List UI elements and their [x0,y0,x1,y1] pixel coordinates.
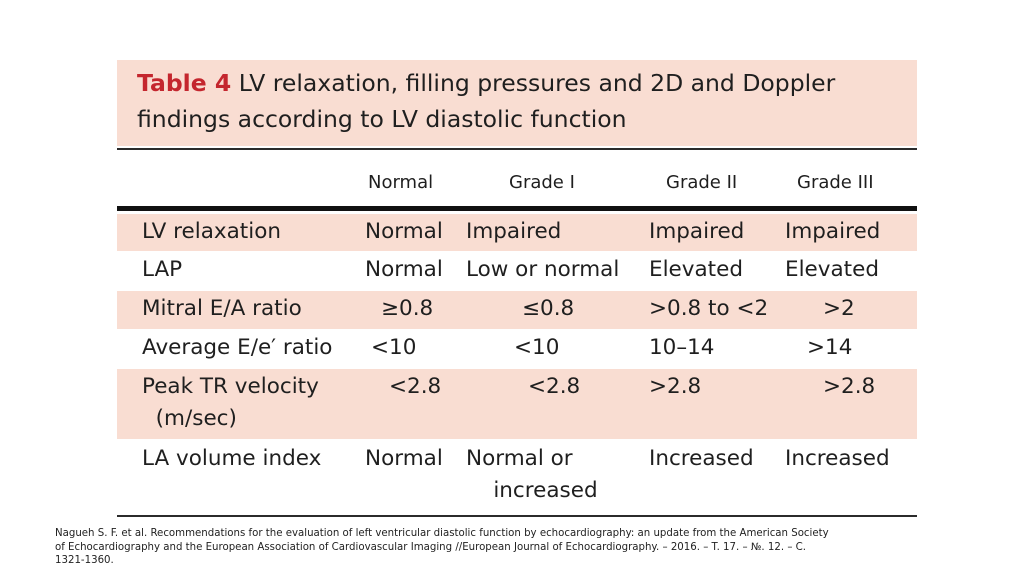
cell-grade-3: Impaired [785,219,881,244]
cell-grade-2: >0.8 to <2 [649,296,769,321]
col-header-grade-2: Grade II [666,172,738,193]
cell-grade-2: Elevated [649,257,743,282]
cell-grade-2: Increased [649,446,754,471]
cell-normal: <2.8 [389,374,442,399]
cell-normal: Normal [365,446,443,471]
cell-grade-3: Increased [785,446,890,471]
cell-grade-2: 10–14 [649,335,715,360]
row-shading [117,291,917,329]
col-header-grade-1: Grade I [509,172,575,193]
cell-normal: Normal [365,257,443,282]
cell-grade-3: >14 [807,335,853,360]
cell-grade-1: Normal or increased [466,446,598,503]
citation-text: Nagueh S. F. et al. Recommendations for … [55,528,829,566]
row-label: LA volume index [142,446,322,471]
row-label: LV relaxation [142,219,281,244]
row-label: Mitral E/A ratio [142,296,302,321]
cell-grade-1: <10 [514,335,560,360]
cell-grade-2: Impaired [649,219,745,244]
row-label: LAP [142,257,183,282]
table-label: Table 4 [137,69,232,97]
row-shading [117,214,917,251]
table-title-line-2: findings according to LV diastolic funct… [137,105,627,133]
cell-normal: ≥0.8 [381,296,434,321]
cell-grade-3: >2 [823,296,855,321]
header-top-rule [117,148,917,150]
cell-grade-1: Low or normal [466,257,620,282]
table-title-text-1: LV relaxation, filling pressures and 2D … [238,69,836,97]
cell-normal: <10 [371,335,417,360]
cell-grade-1: Impaired [466,219,562,244]
table-title-banner: Table 4 LV relaxation, filling pressures… [117,60,917,146]
cell-grade-3: >2.8 [823,374,876,399]
cell-grade-1: ≤0.8 [522,296,575,321]
col-header-normal: Normal [368,172,434,193]
row-label: Peak TR velocity (m/sec) [142,374,319,431]
col-header-grade-3: Grade III [797,172,874,193]
cell-grade-2: >2.8 [649,374,702,399]
cell-grade-3: Elevated [785,257,879,282]
cell-normal: Normal [365,219,443,244]
row-label: Average E/e′ ratio [142,335,333,360]
table-figure: Table 4 LV relaxation, filling pressures… [117,60,917,518]
table-title-line-1: Table 4 LV relaxation, filling pressures… [137,69,835,97]
table-bottom-rule [117,515,917,517]
cell-grade-1: <2.8 [528,374,581,399]
row-shading [117,369,917,439]
header-bottom-rule [117,206,917,211]
